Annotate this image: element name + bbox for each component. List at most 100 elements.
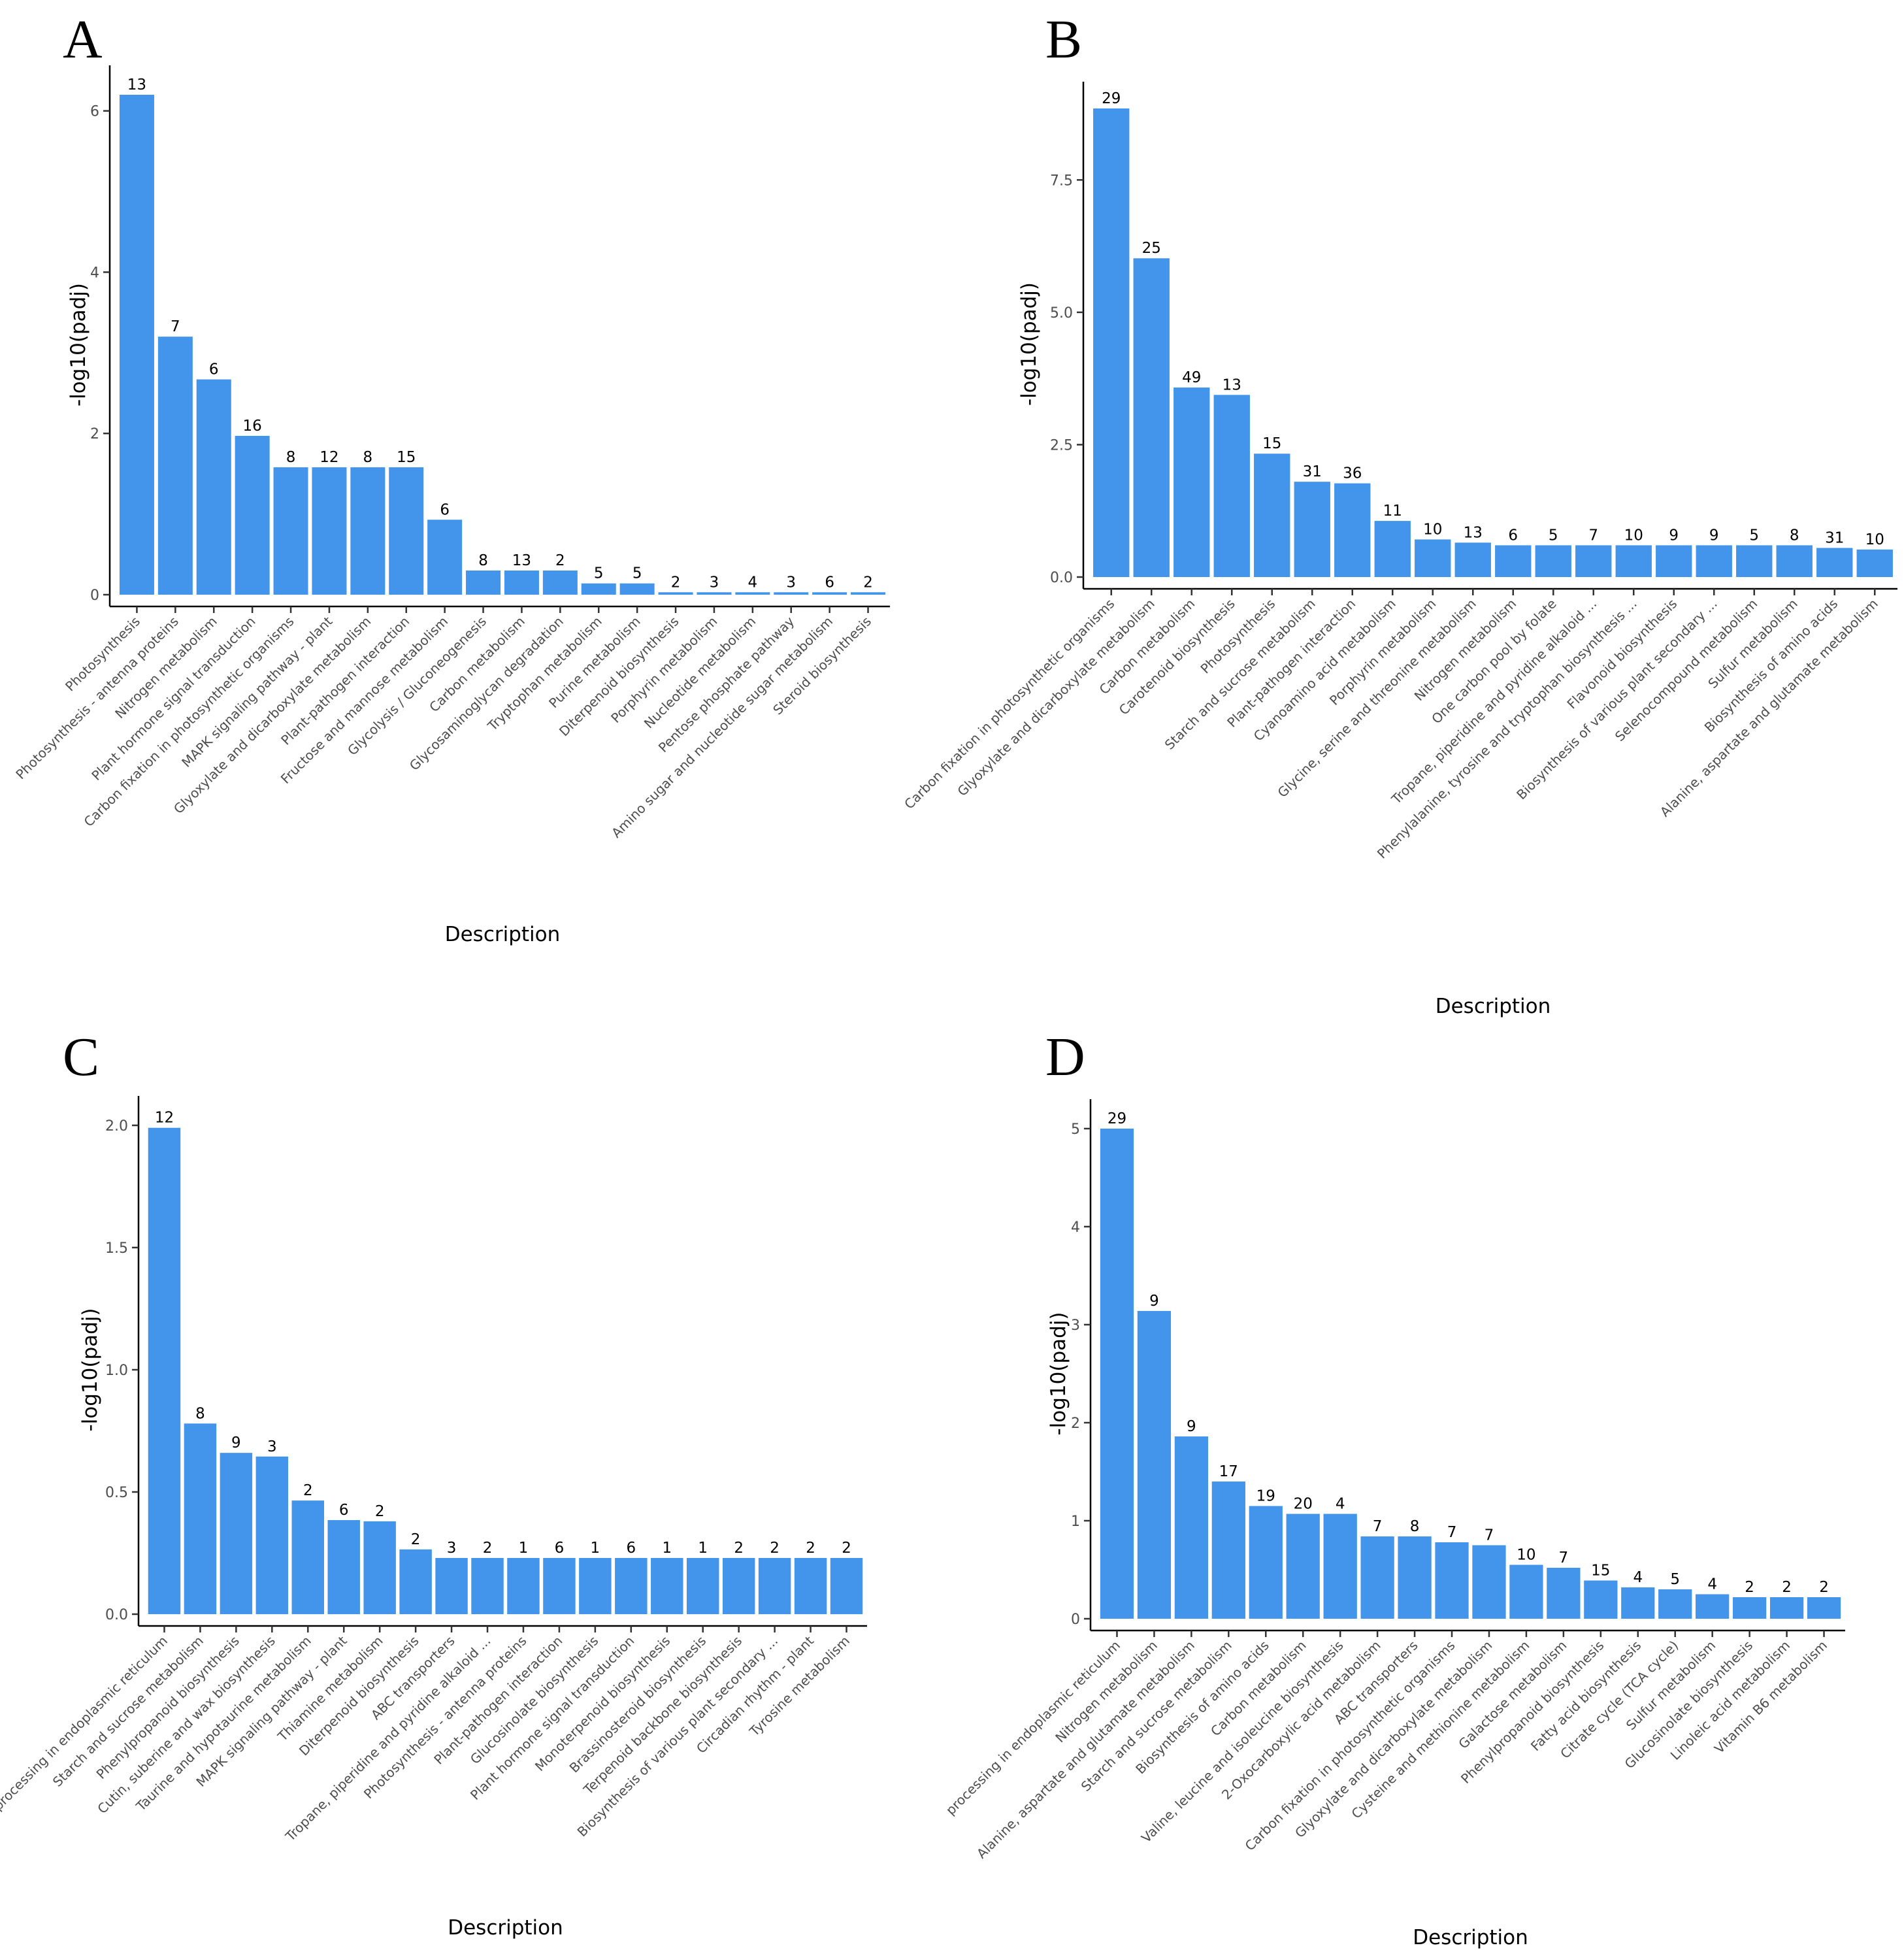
panel-b-bar <box>1254 454 1290 577</box>
panel-d-bar <box>1211 1482 1245 1619</box>
panel-c-bar <box>579 1557 612 1614</box>
panel-c-bar <box>471 1557 504 1614</box>
panel-a-bar-count-label: 3 <box>710 574 719 591</box>
panel-c-bar-count-label: 2 <box>734 1540 744 1557</box>
panel-d-bar <box>1249 1506 1283 1619</box>
panel-b-x-tick-label: Phenylalanine, tyrosine and tryptophan b… <box>1374 596 1640 862</box>
panel-c-bar <box>291 1500 325 1614</box>
panel-d-bar-count-label: 9 <box>1149 1293 1159 1310</box>
panel-a-bar-count-label: 16 <box>243 418 262 435</box>
panel-d-bar-count-label: 15 <box>1591 1563 1610 1580</box>
panel-b-bar <box>1656 545 1692 577</box>
panel-c-bar-count-label: 1 <box>698 1540 708 1557</box>
panel-d-bar <box>1435 1542 1469 1619</box>
panel-b-bar-count-label: 31 <box>1303 463 1322 480</box>
panel-a-bar <box>235 435 270 595</box>
panel-b-bar <box>1535 545 1571 577</box>
panel-a-bar <box>619 583 655 595</box>
panel-c-bar <box>148 1127 181 1614</box>
panel-b-bar <box>1736 545 1773 577</box>
panel-b-bar <box>1776 545 1813 577</box>
panel-b-x-axis-title: Description <box>1436 995 1551 1018</box>
panel-c-x-axis-title: Description <box>448 1916 563 1940</box>
panel-b-bar <box>1213 395 1250 577</box>
panel-c-bar <box>794 1557 827 1614</box>
panel-a-bar <box>774 592 809 595</box>
panel-a-bar <box>504 570 539 595</box>
panel-d-bar <box>1621 1587 1655 1619</box>
panel-b-bar-count-label: 25 <box>1142 240 1161 257</box>
panel-d-bar <box>1584 1580 1618 1619</box>
panel-a-y-tick-label: 6 <box>90 104 99 120</box>
panel-c: C0.00.51.01.52.0-log10(padj)12processing… <box>0 1027 867 1940</box>
panel-b-y-tick-label: 0.0 <box>1050 570 1073 586</box>
panel-c-y-axis-title: -log10(padj) <box>78 1308 102 1431</box>
panel-a-bar <box>735 592 770 595</box>
panel-a-bar <box>581 583 616 595</box>
panel-a-x-axis-title: Description <box>445 923 561 946</box>
panel-b-bar-count-label: 31 <box>1825 529 1844 546</box>
panel-c-bar-count-label: 8 <box>195 1405 205 1422</box>
panel-d-bar <box>1658 1589 1692 1619</box>
panel-c-bar-count-label: 2 <box>770 1540 780 1557</box>
panel-a-bar-count-label: 12 <box>320 449 338 466</box>
panel-d-bar <box>1174 1436 1209 1619</box>
panel-b-bar-count-label: 5 <box>1549 527 1558 544</box>
panel-b-bar-count-label: 5 <box>1749 527 1759 544</box>
panel-d-bar <box>1398 1536 1432 1619</box>
panel-b-y-tick-label: 5.0 <box>1050 305 1073 322</box>
panel-b-bar <box>1174 387 1210 577</box>
panel-a-bar-count-label: 13 <box>127 76 146 93</box>
panel-a-bar-count-label: 6 <box>825 574 834 591</box>
panel-d-bar-count-label: 10 <box>1517 1547 1535 1564</box>
panel-c-bar <box>255 1456 289 1614</box>
panel-a-bar-count-label: 15 <box>397 449 416 466</box>
panel-a-bar <box>427 520 463 595</box>
panel-d-y-tick-label: 5 <box>1071 1121 1080 1138</box>
panel-d-bar <box>1547 1568 1581 1619</box>
panel-d-bar <box>1360 1536 1394 1619</box>
panel-c-y-tick-label: 2.0 <box>105 1118 128 1134</box>
panel-b-bar <box>1696 545 1732 577</box>
panel-a-x-tick-label: Glycolysis / Gluconeogenesis <box>344 614 489 759</box>
panel-b-bar <box>1615 545 1652 577</box>
panel-d-bar-count-label: 17 <box>1219 1463 1238 1480</box>
panel-a-bar-count-label: 2 <box>671 574 681 591</box>
panel-b-bar-count-label: 11 <box>1383 503 1402 520</box>
panel-c-bar-count-label: 9 <box>231 1434 241 1451</box>
panel-b-x-tick-label: Carbon fixation in photosynthetic organi… <box>901 596 1117 812</box>
panel-c-bar-count-label: 2 <box>806 1540 815 1557</box>
panel-d-y-axis-title: -log10(padj) <box>1047 1312 1070 1435</box>
panel-c-bar <box>327 1520 360 1614</box>
panel-d-bar-count-label: 7 <box>1559 1549 1569 1566</box>
panel-d-bar-count-label: 29 <box>1108 1110 1126 1127</box>
panel-a-bar-count-label: 2 <box>555 552 565 569</box>
panel-c-bar <box>363 1521 396 1614</box>
panel-d-bar <box>1323 1514 1357 1619</box>
panel-b-bar-count-label: 9 <box>1669 527 1679 544</box>
panel-a-bar <box>658 592 693 595</box>
panel-a-bar <box>697 592 732 595</box>
panel-a-y-axis-title: -log10(padj) <box>67 283 90 406</box>
panel-c-bar <box>220 1453 253 1614</box>
panel-a-letter: A <box>63 9 103 70</box>
panel-d-bar <box>1732 1597 1767 1619</box>
panel-d-bar <box>1769 1597 1804 1619</box>
panel-a-bar <box>350 467 386 595</box>
panel-a-bar <box>157 337 193 595</box>
panel-a-y-tick-label: 0 <box>90 588 99 604</box>
panel-a-bar <box>273 467 308 595</box>
panel-b-bar-count-label: 6 <box>1508 527 1518 544</box>
panel-b-y-tick-label: 2.5 <box>1050 437 1073 454</box>
panel-c-y-tick-label: 1.5 <box>105 1240 128 1257</box>
panel-c-bar <box>399 1549 432 1614</box>
panel-c-bar-count-label: 6 <box>339 1502 349 1519</box>
panel-d-bar-count-label: 4 <box>1633 1569 1643 1586</box>
panel-c-bar-count-label: 2 <box>375 1503 385 1520</box>
panel-b-bar <box>1816 548 1853 577</box>
panel-c-bar <box>543 1557 576 1614</box>
panel-c-bar-count-label: 2 <box>303 1482 313 1499</box>
panel-d-x-axis-title: Description <box>1413 1926 1528 1949</box>
panel-a-bar <box>812 592 847 595</box>
